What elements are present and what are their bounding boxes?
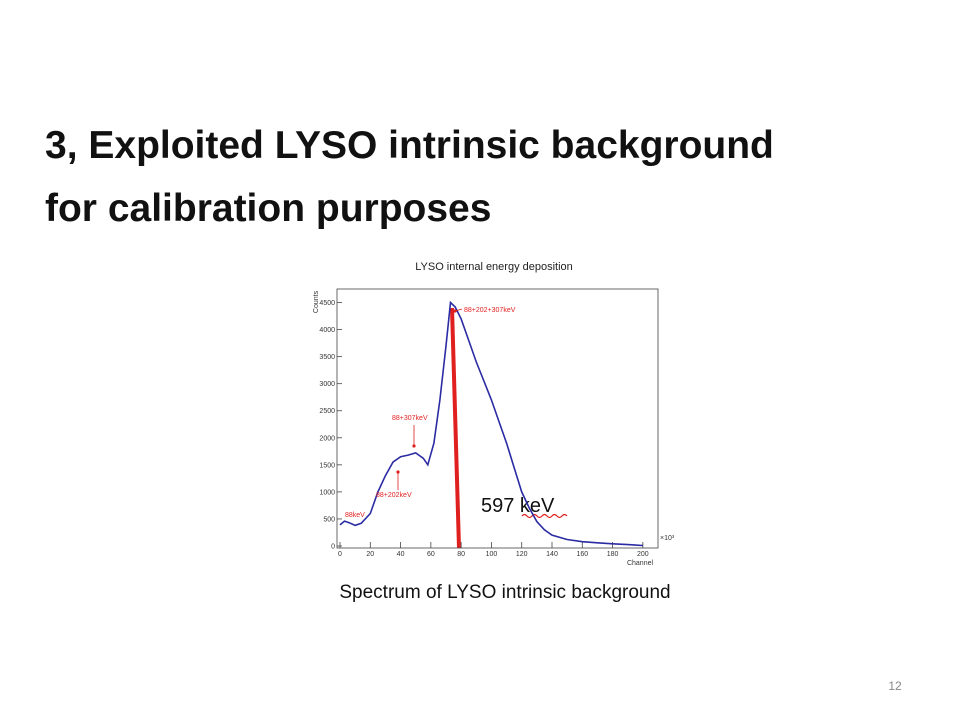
- x-tick-label: 120: [516, 551, 528, 558]
- y-tick-label: 0: [331, 544, 335, 551]
- energy-marker: [450, 307, 461, 549]
- x-tick-label: 0: [338, 551, 342, 558]
- spell-underline: [521, 513, 568, 519]
- y-tick-label: 1000: [319, 489, 335, 496]
- y-tick-label: 2000: [319, 435, 335, 442]
- annotation: 88keV: [345, 512, 365, 519]
- plot-frame: [336, 288, 659, 549]
- annotation-dot: [396, 470, 400, 474]
- energy-label: 597 keV: [481, 495, 555, 517]
- x-tick-label: 200: [637, 551, 649, 558]
- x-tick-label: 80: [457, 551, 465, 558]
- y-tick-label: 3500: [319, 354, 335, 361]
- x-tick-label: 180: [607, 551, 619, 558]
- x-tick-label: 140: [546, 551, 558, 558]
- slide-title: for calibration purposes: [45, 187, 491, 230]
- chart-title: LYSO internal energy deposition: [415, 261, 573, 273]
- slide-title: 3, Exploited LYSO intrinsic background: [45, 124, 774, 167]
- y-tick-label: 500: [323, 516, 335, 523]
- page-number: 12: [888, 679, 902, 693]
- spectrum-line: [339, 300, 643, 547]
- y-tick-label: 4000: [319, 327, 335, 334]
- annotation: 88+202keV: [376, 492, 412, 499]
- annotation-dot: [453, 309, 457, 313]
- annotation: 88+202+307keV: [464, 307, 516, 314]
- annotation: 88+307keV: [392, 415, 428, 422]
- y-axis-label: Counts: [313, 290, 320, 313]
- y-tick-label: 2500: [319, 408, 335, 415]
- y-tick-label: 1500: [319, 462, 335, 469]
- y-tick-label: 4500: [319, 300, 335, 307]
- y-tick-label: 3000: [319, 381, 335, 388]
- x-tick-label: 60: [427, 551, 435, 558]
- x-tick-label: 100: [486, 551, 498, 558]
- caption: Spectrum of LYSO intrinsic background: [339, 582, 670, 603]
- x-tick-label: 20: [366, 551, 374, 558]
- x-tick-label: 160: [576, 551, 588, 558]
- x-axis-label: Channel: [627, 560, 654, 567]
- x-tick-label: 40: [397, 551, 405, 558]
- annotation-dot: [412, 444, 416, 448]
- x-multiplier: ×10³: [660, 535, 675, 542]
